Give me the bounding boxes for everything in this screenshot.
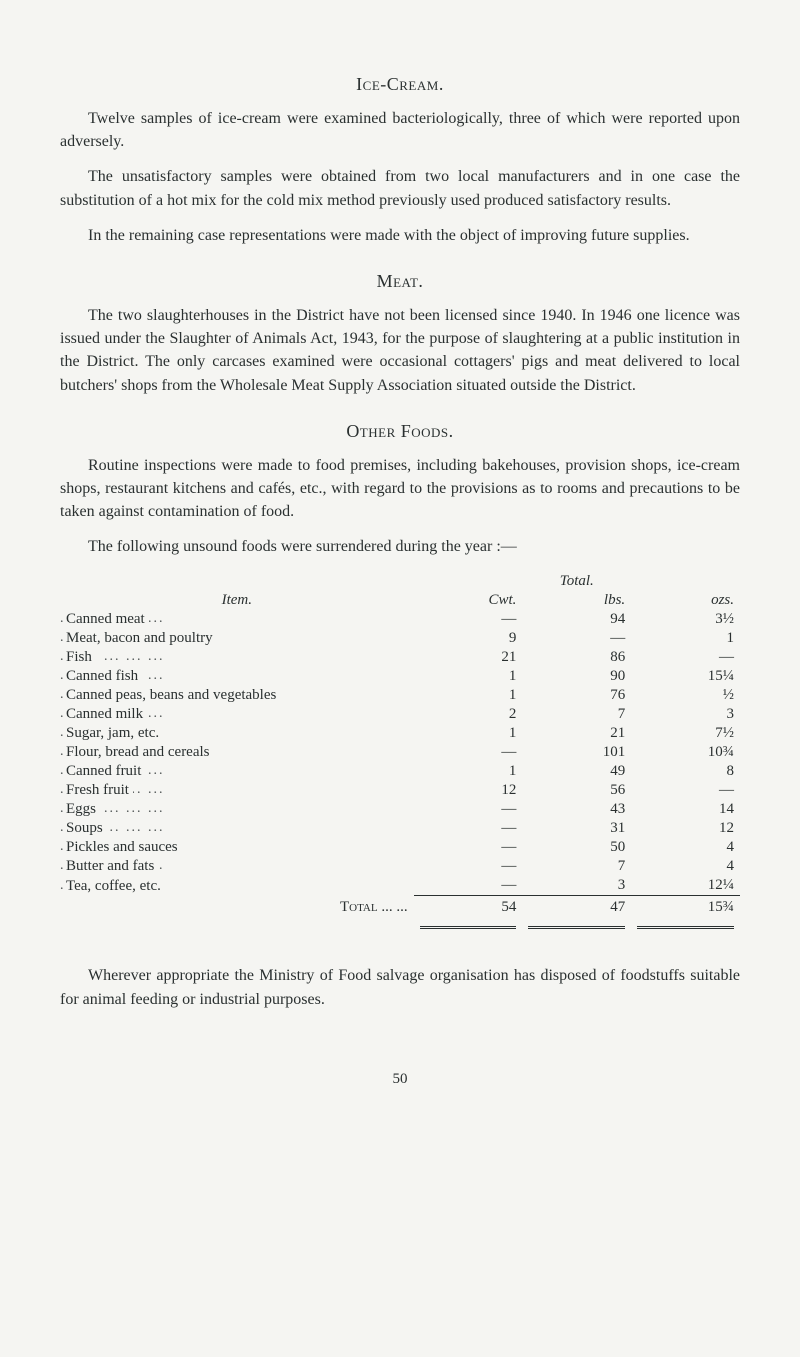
table-row: Canned peas, beans and vegetables176½ bbox=[60, 686, 740, 705]
table-row: Tea, coffee, etc.—312¼ bbox=[60, 876, 740, 896]
table-row: Butter and fats—74 bbox=[60, 857, 740, 876]
table-cell-ozs: 15¼ bbox=[631, 667, 740, 686]
table-row: Meat, bacon and poultry9—1 bbox=[60, 629, 740, 648]
table-cell-cwt: 1 bbox=[414, 762, 523, 781]
table-header-lbs: lbs. bbox=[522, 591, 631, 610]
table-cell-lbs: 50 bbox=[522, 838, 631, 857]
table-super-header: Total. bbox=[522, 572, 631, 591]
table-header-item: Item. bbox=[60, 591, 414, 610]
table-cell-cwt: 1 bbox=[414, 667, 523, 686]
section-title-meat: Meat. bbox=[60, 271, 740, 292]
table-cell-item: Butter and fats bbox=[60, 857, 414, 876]
table-cell-cwt: — bbox=[414, 857, 523, 876]
table-cell-cwt: — bbox=[414, 876, 523, 896]
section-title-ice-cream: Ice-Cream. bbox=[60, 74, 740, 95]
table-row: Fresh fruit1256— bbox=[60, 781, 740, 800]
table-cell-item: Canned fish bbox=[60, 667, 414, 686]
table-cell-cwt: — bbox=[414, 819, 523, 838]
table-cell-cwt: 2 bbox=[414, 705, 523, 724]
table-cell-ozs: 8 bbox=[631, 762, 740, 781]
table-cell-item: Fish bbox=[60, 648, 414, 667]
table-cell-cwt: 12 bbox=[414, 781, 523, 800]
section-title-other-foods: Other Foods. bbox=[60, 421, 740, 442]
table-cell-cwt: 1 bbox=[414, 724, 523, 743]
paragraph: The unsatisfactory samples were obtained… bbox=[60, 165, 740, 211]
table-cell-ozs: — bbox=[631, 648, 740, 667]
table-cell-ozs: 3½ bbox=[631, 610, 740, 629]
table-cell-ozs: 7½ bbox=[631, 724, 740, 743]
table-header-cwt: Cwt. bbox=[414, 591, 523, 610]
table-cell-lbs: 94 bbox=[522, 610, 631, 629]
table-row: Pickles and sauces—504 bbox=[60, 838, 740, 857]
table-cell-item: Tea, coffee, etc. bbox=[60, 876, 414, 896]
table-cell-item: Canned fruit bbox=[60, 762, 414, 781]
table-row: Canned meat—943½ bbox=[60, 610, 740, 629]
table-row: Fish2186— bbox=[60, 648, 740, 667]
document-page: Ice-Cream. Twelve samples of ice-cream w… bbox=[0, 0, 800, 1128]
table-cell-item: Eggs bbox=[60, 800, 414, 819]
table-total-row: Total ... ...544715¾ bbox=[60, 898, 740, 917]
table-row: Canned milk273 bbox=[60, 705, 740, 724]
table-cell-lbs: — bbox=[522, 629, 631, 648]
table-cell-cwt: 1 bbox=[414, 686, 523, 705]
table-cell-lbs: 3 bbox=[522, 876, 631, 896]
table-cell-lbs: 86 bbox=[522, 648, 631, 667]
table-row: Sugar, jam, etc.1217½ bbox=[60, 724, 740, 743]
table-cell-item: Meat, bacon and poultry bbox=[60, 629, 414, 648]
table-row: Canned fruit1498 bbox=[60, 762, 740, 781]
table-cell-item: Canned meat bbox=[60, 610, 414, 629]
table-cell-ozs: 4 bbox=[631, 857, 740, 876]
table-cell-ozs: 14 bbox=[631, 800, 740, 819]
table-cell-lbs: 76 bbox=[522, 686, 631, 705]
table-cell-cwt: 21 bbox=[414, 648, 523, 667]
page-number: 50 bbox=[60, 1071, 740, 1088]
table-cell-ozs: — bbox=[631, 781, 740, 800]
table-cell-ozs: 4 bbox=[631, 838, 740, 857]
table-cell-lbs: 90 bbox=[522, 667, 631, 686]
table-cell-item: Canned peas, beans and vegetables bbox=[60, 686, 414, 705]
table-cell-ozs: 1 bbox=[631, 629, 740, 648]
table-intro: The following unsound foods were surrend… bbox=[60, 535, 740, 558]
table-row: Canned fish19015¼ bbox=[60, 667, 740, 686]
table-cell-item: Pickles and sauces bbox=[60, 838, 414, 857]
table-total-lbs: 47 bbox=[522, 898, 631, 917]
table-cell-cwt: — bbox=[414, 800, 523, 819]
table-cell-lbs: 31 bbox=[522, 819, 631, 838]
closing-paragraph: Wherever appropriate the Ministry of Foo… bbox=[60, 964, 740, 1010]
table-cell-ozs: 12 bbox=[631, 819, 740, 838]
foods-table: Total. Item. Cwt. lbs. ozs. Canned meat—… bbox=[60, 572, 740, 936]
table-cell-ozs: 10¾ bbox=[631, 743, 740, 762]
table-cell-lbs: 43 bbox=[522, 800, 631, 819]
table-cell-cwt: 9 bbox=[414, 629, 523, 648]
table-cell-item: Fresh fruit bbox=[60, 781, 414, 800]
table-row: Eggs—4314 bbox=[60, 800, 740, 819]
table-cell-cwt: — bbox=[414, 838, 523, 857]
table-row: Flour, bread and cereals—10110¾ bbox=[60, 743, 740, 762]
paragraph: The two slaughterhouses in the District … bbox=[60, 304, 740, 397]
table-row: Soups—3112 bbox=[60, 819, 740, 838]
table-cell-item: Flour, bread and cereals bbox=[60, 743, 414, 762]
table-cell-lbs: 7 bbox=[522, 857, 631, 876]
table-cell-ozs: 3 bbox=[631, 705, 740, 724]
table-cell-item: Sugar, jam, etc. bbox=[60, 724, 414, 743]
table-cell-cwt: — bbox=[414, 610, 523, 629]
paragraph: Routine inspections were made to food pr… bbox=[60, 454, 740, 524]
table-total-ozs: 15¾ bbox=[631, 898, 740, 917]
table-cell-lbs: 21 bbox=[522, 724, 631, 743]
paragraph: In the remaining case representations we… bbox=[60, 224, 740, 247]
table-header-ozs: ozs. bbox=[631, 591, 740, 610]
paragraph: Twelve samples of ice-cream were examine… bbox=[60, 107, 740, 153]
table-cell-lbs: 7 bbox=[522, 705, 631, 724]
table-cell-lbs: 101 bbox=[522, 743, 631, 762]
table-total-cwt: 54 bbox=[414, 898, 523, 917]
table-total-label: Total ... ... bbox=[60, 898, 414, 917]
table-cell-lbs: 56 bbox=[522, 781, 631, 800]
table-cell-item: Canned milk bbox=[60, 705, 414, 724]
table-cell-lbs: 49 bbox=[522, 762, 631, 781]
table-cell-ozs: 12¼ bbox=[631, 876, 740, 896]
table-cell-ozs: ½ bbox=[631, 686, 740, 705]
table-cell-item: Soups bbox=[60, 819, 414, 838]
table-cell-cwt: — bbox=[414, 743, 523, 762]
